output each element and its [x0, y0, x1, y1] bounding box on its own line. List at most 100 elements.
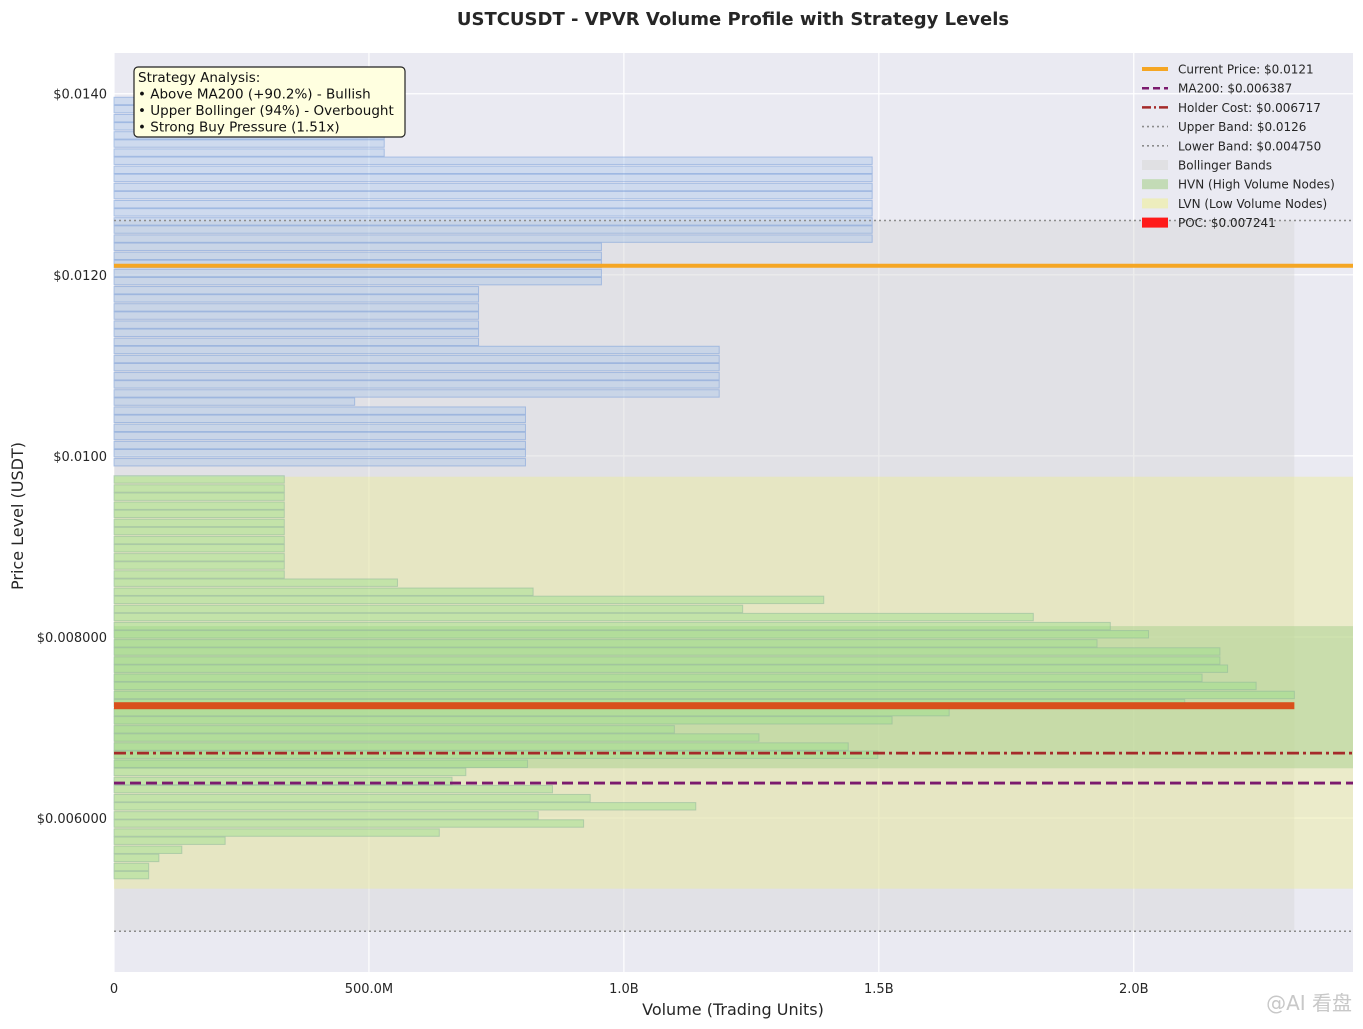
y-tick-label: $0.0100 — [53, 450, 107, 465]
volume-bar-below — [113, 845, 183, 854]
volume-bar-above — [113, 448, 526, 458]
volume-bar-below — [113, 793, 591, 803]
y-tick-label: $0.0120 — [53, 269, 107, 284]
legend: Current Price: $0.0121 MA200: $0.006387 Ho… — [1142, 63, 1335, 230]
volume-bar-below — [113, 570, 285, 579]
volume-bar-below — [113, 544, 285, 553]
volume-bar-below — [113, 742, 849, 751]
volume-bar-below — [113, 690, 1295, 700]
volume-bar-below — [113, 535, 285, 545]
volume-bar-below — [113, 836, 226, 845]
volume-bar-above — [113, 372, 720, 381]
volume-bar-above — [113, 303, 480, 312]
volume-bar-below — [113, 819, 585, 828]
volume-bar-below — [113, 630, 1150, 639]
volume-bar-above — [113, 234, 873, 243]
volume-bar-below — [113, 612, 1034, 622]
volume-bar-above — [113, 156, 873, 165]
volume-bar-above — [113, 389, 720, 398]
legend-label: Bollinger Bands — [1178, 159, 1272, 173]
hvn-zone — [114, 626, 1353, 769]
volume-bar-below — [113, 553, 285, 562]
legend-handle — [1142, 160, 1168, 170]
volume-bar-below — [113, 501, 285, 510]
legend-handle — [1142, 198, 1168, 209]
legend-handle — [1142, 179, 1168, 190]
strategy-annotation: Strategy Analysis:• Above MA200 (+90.2%)… — [133, 66, 406, 138]
volume-bar-below — [113, 784, 553, 794]
volume-bar-above — [113, 423, 526, 433]
volume-bar-below — [113, 725, 675, 734]
volume-bar-below — [113, 604, 744, 614]
volume-bar-above — [113, 286, 480, 295]
volume-bar-below — [113, 595, 825, 605]
volume-bar-above — [113, 268, 602, 278]
y-tick-label: $0.0140 — [53, 88, 107, 103]
volume-bar-below — [113, 621, 1111, 631]
x-tick-label: 1.0B — [609, 982, 639, 997]
volume-bar-below — [113, 587, 534, 596]
legend-handle — [1142, 217, 1168, 228]
legend-label: HVN (High Volume Nodes) — [1178, 178, 1335, 192]
volume-bar-below — [113, 656, 1221, 665]
volume-bar-below — [113, 664, 1229, 673]
volume-bar-above — [113, 104, 135, 114]
volume-bar-below — [113, 526, 285, 536]
volume-bar-above — [113, 337, 480, 347]
volume-bar-above — [113, 362, 720, 372]
volume-bar-above — [113, 320, 480, 329]
legend-label: Upper Band: $0.0126 — [1178, 120, 1306, 134]
x-tick-label: 1.5B — [864, 982, 894, 997]
watermark-text: @AI 看盘 — [1266, 991, 1352, 1015]
y-tick-label: $0.008000 — [37, 631, 107, 646]
volume-bar-below — [113, 484, 285, 493]
volume-bar-below — [113, 518, 285, 528]
volume-bar-below — [113, 681, 1257, 691]
volume-bar-above — [113, 113, 135, 123]
volume-bar-below — [113, 509, 285, 519]
volume-bar-below — [113, 870, 150, 880]
volume-bar-above — [113, 431, 526, 441]
volume-bar-above — [113, 458, 526, 467]
volume-bar-above — [113, 276, 602, 286]
volume-bar-below — [113, 802, 697, 811]
volume-bar-below — [113, 811, 539, 820]
volume-bar-below — [113, 578, 398, 587]
volume-bar-below — [113, 492, 285, 501]
y-axis-label: Price Level (USDT) — [8, 442, 27, 590]
annotation-line: • Upper Bollinger (94%) - Overbought — [138, 103, 394, 119]
volume-bar-above — [113, 190, 873, 200]
volume-bar-below — [113, 776, 453, 786]
volume-bar-above — [113, 406, 526, 415]
volume-bar-above — [113, 397, 356, 406]
plot-area: 0 500.0M 1.0B 1.5B 2.0B $0.006000 $0.008000 $0.… — [37, 53, 1353, 997]
volume-bar-above — [113, 208, 873, 217]
volume-bar-above — [113, 414, 526, 423]
x-tick-label: 2.0B — [1119, 982, 1149, 997]
y-tick-label: $0.006000 — [37, 812, 107, 827]
volume-bar-below — [113, 475, 285, 484]
volume-bar-below — [113, 750, 879, 759]
legend-label: Holder Cost: $0.006717 — [1178, 101, 1321, 115]
volume-bar-above — [113, 328, 480, 337]
volume-bar-above — [113, 251, 602, 261]
legend-label: MA200: $0.006387 — [1178, 82, 1292, 96]
volume-bar-below — [113, 853, 160, 863]
volume-bar-below — [113, 767, 467, 777]
chart-title: USTCUSDT - VPVR Volume Profile with Stra… — [457, 9, 1009, 30]
volume-bar-below — [113, 639, 1098, 648]
volume-bar-above — [113, 173, 873, 183]
bollinger-zone — [114, 220, 1295, 932]
volume-bar-above — [113, 380, 720, 389]
volume-bar-above — [113, 139, 385, 148]
annotation-line: Strategy Analysis: — [138, 70, 260, 86]
volume-bar-above — [113, 311, 480, 320]
volume-bar-above — [113, 440, 526, 450]
volume-bar-above — [113, 225, 873, 234]
volume-bar-above — [113, 199, 873, 209]
x-tick-label: 500.0M — [345, 982, 393, 997]
volume-bar-above — [113, 294, 480, 303]
volume-bar-below — [113, 647, 1221, 656]
volume-bar-above — [113, 96, 135, 106]
